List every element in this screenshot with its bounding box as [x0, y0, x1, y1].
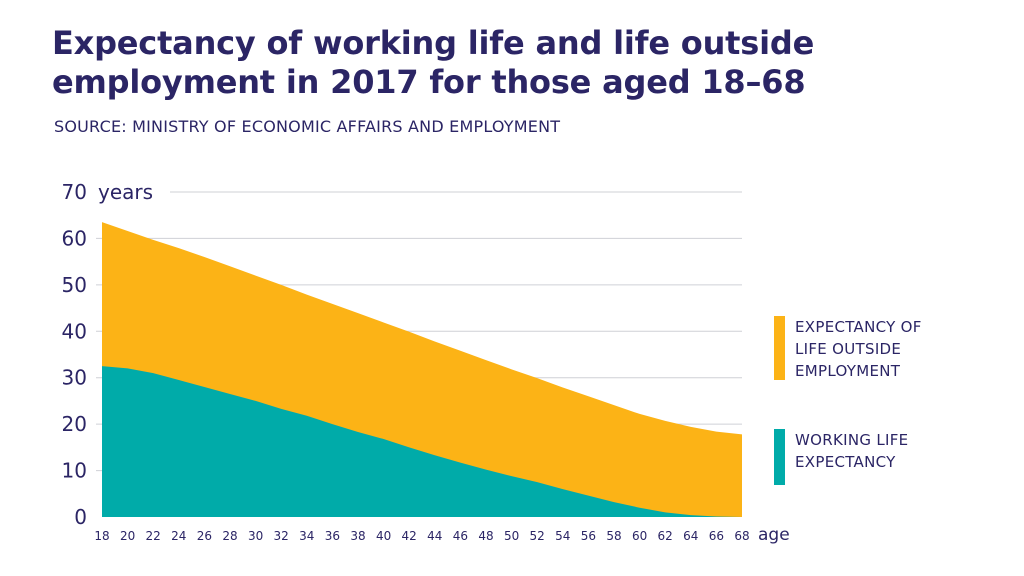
x-tick-label-56: 56: [581, 529, 596, 543]
x-tick-label-30: 30: [248, 529, 263, 543]
y-tick-label-0: 0: [74, 505, 87, 529]
y-tick-label-50: 50: [62, 273, 87, 297]
x-tick-label-24: 24: [171, 529, 186, 543]
x-tick-label-58: 58: [606, 529, 621, 543]
chart-title: Expectancy of working life and life outs…: [52, 24, 992, 102]
area-working-life: [102, 366, 742, 517]
x-tick-label-28: 28: [222, 529, 237, 543]
x-tick-label-26: 26: [197, 529, 212, 543]
x-tick-label-38: 38: [350, 529, 365, 543]
y-tick-label-20: 20: [62, 412, 87, 436]
x-tick-label-66: 66: [709, 529, 724, 543]
x-tick-label-40: 40: [376, 529, 391, 543]
x-tick-label-20: 20: [120, 529, 135, 543]
chart-title-line-1: Expectancy of working life and life outs…: [52, 24, 815, 62]
x-axis-label: age: [758, 525, 790, 545]
x-tick-label-46: 46: [453, 529, 468, 543]
x-tick-label-64: 64: [683, 529, 698, 543]
x-tick-label-68: 68: [734, 529, 749, 543]
chart-source: SOURCE: MINISTRY OF ECONOMIC AFFAIRS AND…: [54, 117, 561, 136]
x-tick-label-18: 18: [94, 529, 109, 543]
x-tick-label-32: 32: [274, 529, 289, 543]
x-axis-ticks: 18 20 22 24 26 28 30 32 34 36 38 40 42 44 46 48 50 52 54 56…: [94, 529, 749, 543]
y-tick-label-70: 70: [62, 180, 87, 204]
y-tick-label-60: 60: [62, 226, 87, 250]
legend-swatch-outside-employment: [774, 316, 785, 380]
x-tick-label-52: 52: [530, 529, 545, 543]
x-tick-label-60: 60: [632, 529, 647, 543]
x-tick-label-34: 34: [299, 529, 314, 543]
y-tick-label-10: 10: [62, 459, 87, 483]
x-tick-label-62: 62: [658, 529, 673, 543]
y-axis-ticks: 0 10 20 30 40 50 60 70: [62, 180, 87, 529]
x-tick-label-44: 44: [427, 529, 442, 543]
legend-label-outside-employment: EXPECTANCY OF LIFE OUTSIDE EMPLOYMENT: [795, 318, 922, 380]
legend-label-working-life: WORKING LIFE EXPECTANCY: [795, 431, 909, 471]
y-tick-label-30: 30: [62, 366, 87, 390]
chart-title-line-2: employment in 2017 for those aged 18–68: [52, 63, 806, 101]
y-axis-label: years: [98, 180, 153, 204]
legend-swatch-working-life: [774, 429, 785, 485]
x-tick-label-54: 54: [555, 529, 570, 543]
x-tick-label-50: 50: [504, 529, 519, 543]
x-tick-label-48: 48: [478, 529, 493, 543]
stacked-areas: [102, 222, 742, 517]
x-tick-label-22: 22: [146, 529, 161, 543]
y-tick-label-40: 40: [62, 319, 87, 343]
x-tick-label-42: 42: [402, 529, 417, 543]
x-tick-label-36: 36: [325, 529, 340, 543]
